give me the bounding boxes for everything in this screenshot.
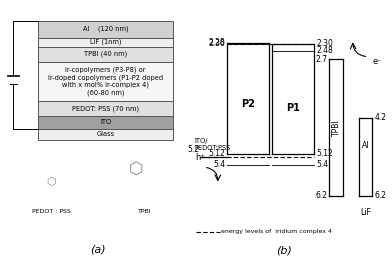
Text: 2.7: 2.7 (315, 55, 327, 64)
Bar (38, 129, 173, 140)
Text: ITO: ITO (100, 119, 111, 125)
Text: e⁻: e⁻ (372, 57, 382, 66)
Text: Glass: Glass (96, 131, 114, 137)
Bar (38, 21, 173, 38)
Text: Al    (120 nm): Al (120 nm) (83, 26, 128, 32)
Text: 5.4: 5.4 (317, 160, 328, 169)
Text: 5.12: 5.12 (317, 149, 333, 158)
Text: 2.30: 2.30 (317, 39, 334, 48)
Text: (b): (b) (276, 245, 292, 255)
Text: TPBI (40 nm): TPBI (40 nm) (84, 51, 127, 57)
Text: ⬡: ⬡ (129, 161, 143, 178)
Text: 2.48: 2.48 (317, 46, 333, 55)
Text: 5.2: 5.2 (187, 145, 199, 154)
Text: Ir-copolymers (P3-P8) or
Ir-doped copolymers (P1-P2 doped
with x mol% Ir-complex: Ir-copolymers (P3-P8) or Ir-doped copoly… (48, 67, 163, 96)
Text: (a): (a) (90, 244, 106, 254)
Text: h⁺: h⁺ (195, 153, 205, 162)
Text: 5.12: 5.12 (209, 149, 225, 158)
Text: Al: Al (362, 141, 369, 150)
Text: P1: P1 (286, 103, 300, 113)
Text: energy levels of  iridium complex 4: energy levels of iridium complex 4 (221, 229, 332, 234)
Text: ITO/
PEDOT:PSS: ITO/ PEDOT:PSS (194, 138, 230, 151)
Text: 2.30: 2.30 (209, 39, 225, 48)
Text: LiF (1nm): LiF (1nm) (90, 39, 121, 45)
Text: 4.2: 4.2 (374, 113, 387, 122)
Bar (38, 116, 173, 129)
Text: TPBI: TPBI (332, 119, 341, 136)
Bar (38, 62, 173, 101)
Text: 5.4: 5.4 (213, 160, 225, 169)
Text: TPBI: TPBI (138, 209, 152, 214)
Text: 6.2: 6.2 (374, 191, 387, 200)
Text: ⬡: ⬡ (46, 177, 56, 187)
Text: PEDOT : PSS: PEDOT : PSS (32, 209, 70, 214)
Bar (38, 38, 173, 46)
Text: 2.28: 2.28 (209, 38, 225, 47)
Text: LiF: LiF (360, 208, 371, 217)
Bar (38, 46, 173, 62)
Text: 6.2: 6.2 (315, 191, 327, 200)
Text: PEDOT: PSS (70 nm): PEDOT: PSS (70 nm) (72, 105, 139, 112)
Text: P2: P2 (241, 99, 255, 109)
Bar (38, 101, 173, 116)
